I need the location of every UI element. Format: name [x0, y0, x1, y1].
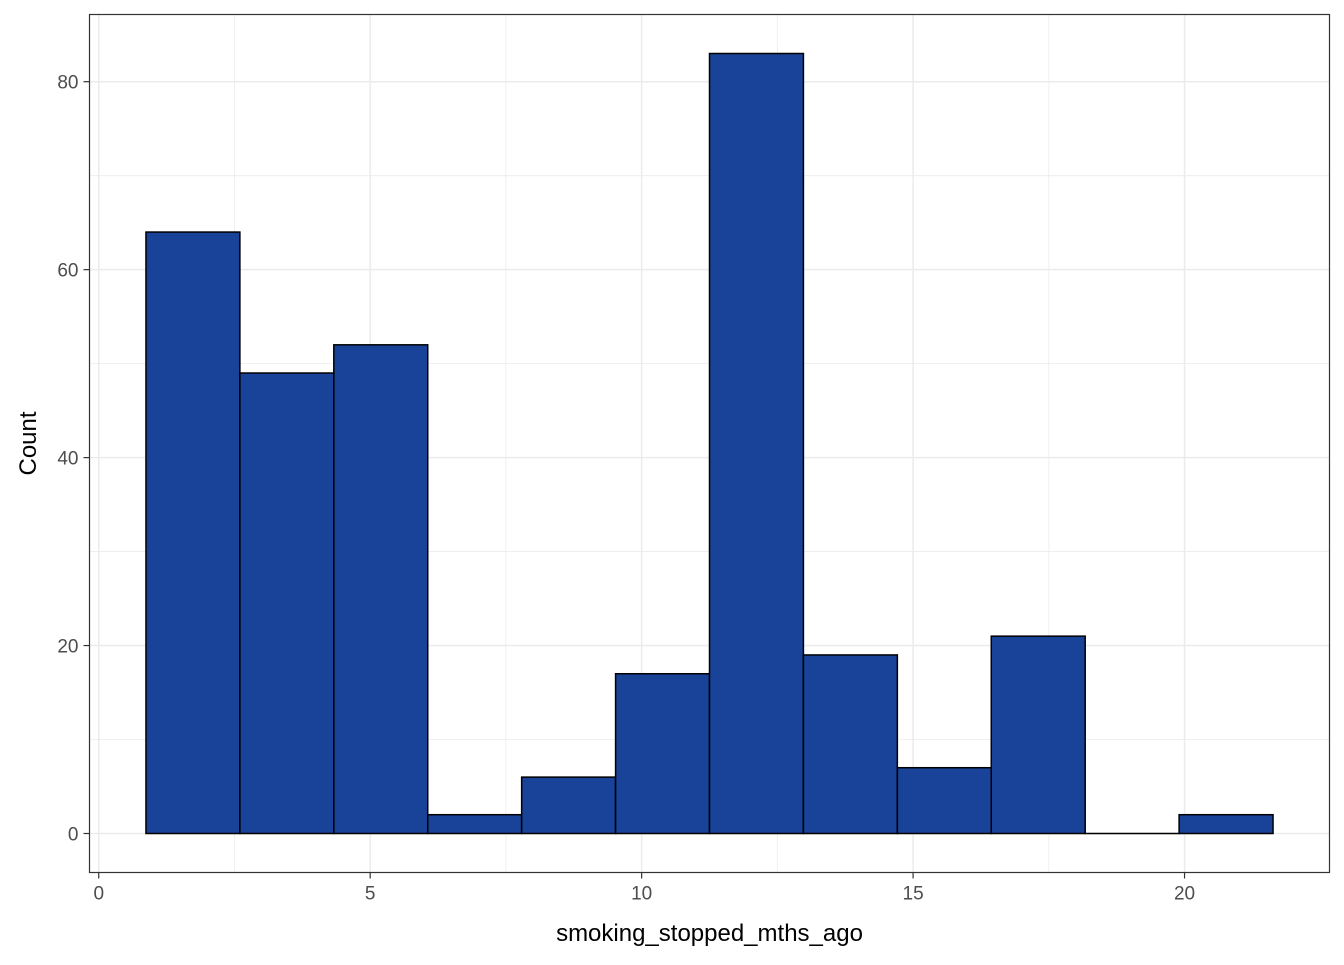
x-tick-label: 5 [365, 884, 376, 905]
histogram-bar [522, 777, 616, 833]
y-tick-label: 60 [57, 261, 78, 282]
x-tick-label: 0 [93, 884, 104, 905]
x-tick-label: 10 [631, 884, 652, 905]
histogram-bar [616, 674, 710, 834]
x-axis-title: smoking_stopped_mths_ago [556, 920, 863, 947]
y-tick-label: 80 [57, 73, 78, 94]
x-tick-label: 20 [1174, 884, 1195, 905]
y-tick-label: 20 [57, 637, 78, 658]
histogram-bar [710, 54, 804, 834]
histogram-bar [897, 768, 991, 834]
y-tick-label: 40 [57, 449, 78, 470]
histogram-bar [240, 373, 334, 833]
x-tick-label: 15 [903, 884, 924, 905]
histogram-bar [1179, 815, 1273, 834]
histogram-bar [803, 655, 897, 834]
bars-layer [146, 54, 1273, 834]
histogram-bar [991, 636, 1085, 833]
y-axis-title: Count [15, 411, 42, 475]
histogram-bar [334, 345, 428, 834]
y-tick-label: 0 [68, 825, 79, 846]
histogram-bar [428, 815, 522, 834]
histogram-bar [146, 232, 240, 833]
